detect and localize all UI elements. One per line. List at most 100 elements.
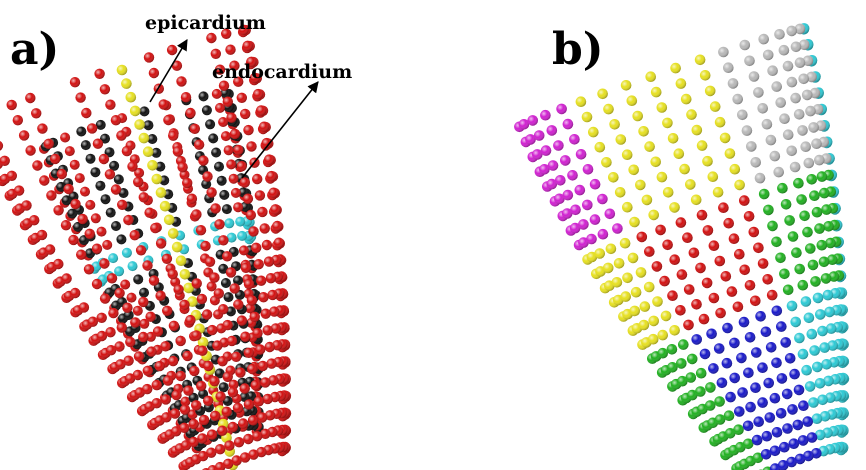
epicardium-node-shading (161, 253, 173, 264)
epicardium-node-shading (133, 176, 144, 188)
epicardium-node-shading (13, 185, 25, 196)
segment-node-shading (638, 319, 650, 331)
segment-node-shading (744, 55, 755, 67)
endocardium-node-shading (214, 161, 224, 172)
epicardium-node-shading (99, 293, 111, 304)
segment-node-shading (589, 214, 601, 225)
epicardium-node-shading (69, 77, 81, 88)
segment-node-shading (574, 184, 586, 196)
epicardium-node-shading (123, 214, 134, 226)
epicardium-node-shading (129, 230, 140, 241)
segment-node-shading (745, 401, 756, 413)
segment-node-shading (675, 305, 686, 316)
segment-node-shading (727, 78, 739, 89)
epicardium-node-shading (171, 389, 182, 401)
epicardium-node-shading (221, 28, 232, 39)
segment-node-shading (578, 219, 589, 230)
segment-node-shading (655, 224, 666, 236)
segment-node-shading (553, 140, 564, 151)
segment-node-shading (812, 361, 823, 373)
segment-node-shading (660, 310, 672, 322)
segment-node-shading (807, 259, 819, 271)
epicardium-node-shading (46, 190, 57, 201)
segment-node-shading (806, 174, 817, 185)
epicardium-node-shading (264, 341, 275, 353)
endocardium-node-shading (239, 392, 250, 402)
segment-node-shading (751, 347, 762, 358)
stripe-node-shading (134, 119, 145, 130)
epicardium-node-shading (154, 360, 165, 372)
epicardium-node-shading (175, 335, 186, 347)
epicardium-node-shading (243, 124, 254, 136)
segment-node-shading (821, 204, 832, 215)
segment-node-shading (767, 220, 778, 232)
segment-node-shading (811, 206, 823, 218)
segment-node-shading (776, 321, 787, 332)
endocardium-node-shading (85, 153, 96, 164)
epicardium-node-shading (167, 355, 179, 367)
epicardium-node-shading (266, 170, 277, 182)
segment-node-shading (707, 171, 719, 182)
segment-node-shading (669, 325, 680, 336)
segment-node-shading (669, 202, 680, 213)
epicardium-node-shading (203, 395, 214, 406)
epicardium-node-shading (260, 377, 271, 388)
segment-node-shading (763, 377, 774, 389)
epicardium-node-shading (250, 380, 261, 391)
segment-node-shading (769, 463, 781, 470)
segment-node-shading (798, 39, 810, 51)
epicardium-node-shading (75, 92, 86, 103)
segment-node-shading (708, 292, 720, 304)
epicardium-node-shading (78, 302, 90, 313)
epicardium-node-shading (151, 398, 162, 409)
segment-node-shading (793, 384, 805, 396)
segment-node-shading (701, 277, 713, 289)
epicardium-node-shading (233, 144, 244, 156)
segment-node-shading (760, 449, 772, 460)
segment-node-shading (794, 332, 805, 344)
epicardium-node-shading (166, 44, 178, 56)
endocardium-node-shading (224, 218, 235, 229)
epicardium-node-shading (256, 446, 267, 458)
segment-node-shading (758, 188, 770, 200)
epicardium-node-shading (92, 138, 104, 149)
segment-node-shading (540, 109, 551, 121)
epicardium-node-shading (239, 452, 251, 463)
segment-node-shading (620, 80, 632, 91)
endocardium-node-shading (201, 105, 212, 116)
epicardium-node-shading (29, 215, 40, 226)
segment-node-shading (569, 134, 580, 145)
endocardium-node-shading (233, 275, 243, 286)
epicardium-node-shading (142, 383, 153, 395)
segment-node-shading (737, 109, 748, 121)
epicardium-node-shading (257, 206, 268, 218)
segment-node-shading (779, 268, 790, 280)
epicardium-node-shading (207, 324, 218, 336)
segment-node-shading (540, 145, 552, 156)
segment-node-shading (782, 423, 793, 434)
segment-node-shading (808, 122, 819, 133)
epicardium-node-shading (98, 153, 110, 165)
segment-node-shading (763, 204, 774, 216)
segment-node-shading (611, 277, 623, 288)
segment-node-shading (769, 392, 781, 404)
segment-node-shading (760, 326, 772, 338)
segment-node-shading (614, 187, 626, 198)
segment-node-shading (725, 391, 736, 403)
epicardium-node-shading (99, 258, 110, 269)
segment-node-shading (575, 96, 587, 107)
epicardium-node-shading (160, 394, 171, 405)
segment-node-shading (787, 404, 798, 415)
segment-node-shading (605, 243, 617, 255)
epicardium-node-shading (196, 380, 207, 392)
segment-node-shading (677, 375, 688, 387)
epicardium-node-shading (206, 447, 217, 458)
endocardium-node-shading (237, 230, 248, 241)
epicardium-node-shading (222, 371, 233, 382)
epicardium-node-shading (31, 108, 42, 119)
epicardium-node-shading (263, 256, 275, 267)
segment-node-shading (723, 410, 735, 422)
segment-node-shading (817, 394, 828, 406)
segment-node-shading (811, 413, 823, 425)
